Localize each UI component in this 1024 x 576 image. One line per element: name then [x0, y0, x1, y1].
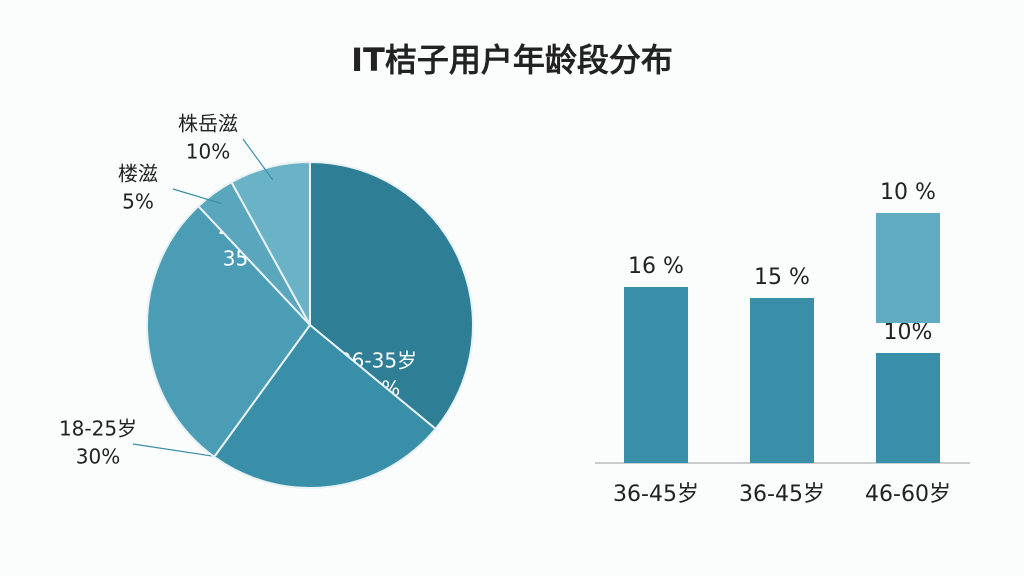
bar-value-label: 10%	[884, 320, 933, 345]
bar	[876, 353, 940, 463]
leader-line	[242, 138, 274, 181]
slice-label: 楼滋	[118, 162, 158, 186]
bar-value-label: 10 %	[880, 180, 936, 205]
bar	[624, 287, 688, 463]
x-tick-label: 36-45岁	[613, 482, 699, 507]
slice-value-label: 5%	[122, 190, 154, 214]
x-tick-label: 36-45岁	[739, 482, 825, 507]
pie-slice	[146, 204, 312, 459]
bar	[876, 213, 940, 323]
pie-slice	[212, 323, 438, 489]
pie-slice	[309, 160, 474, 431]
leader-line	[172, 188, 223, 205]
bar-value-label: 15 %	[754, 265, 810, 290]
pie-slice	[230, 160, 311, 326]
x-tick-label: 46-60岁	[865, 482, 951, 507]
title: IT桔子用户年龄段分布	[351, 41, 673, 79]
bar-value-label: 16 %	[628, 254, 684, 279]
slice-label: 株岳滋	[178, 112, 238, 136]
bar	[750, 298, 814, 463]
slice-value-label: 10%	[186, 140, 230, 164]
leader-line	[132, 443, 329, 475]
slice-value-label: 30%	[76, 445, 120, 469]
slice-label: 18-25岁	[59, 417, 137, 441]
